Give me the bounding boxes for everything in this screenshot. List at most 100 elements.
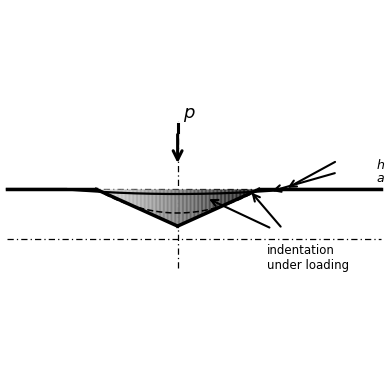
Polygon shape: [133, 189, 134, 206]
Polygon shape: [109, 189, 110, 196]
Polygon shape: [172, 189, 173, 224]
Polygon shape: [205, 189, 206, 214]
Polygon shape: [253, 189, 255, 192]
Polygon shape: [214, 189, 216, 210]
Polygon shape: [153, 189, 154, 216]
Polygon shape: [222, 189, 223, 206]
Polygon shape: [252, 189, 253, 192]
Polygon shape: [240, 189, 241, 198]
Polygon shape: [197, 189, 198, 218]
Polygon shape: [248, 189, 249, 194]
Polygon shape: [137, 189, 139, 208]
Polygon shape: [123, 189, 125, 202]
Polygon shape: [189, 189, 190, 221]
Polygon shape: [209, 189, 210, 212]
Polygon shape: [113, 189, 114, 197]
Polygon shape: [190, 189, 191, 221]
Polygon shape: [242, 189, 244, 197]
Polygon shape: [175, 189, 176, 225]
Polygon shape: [206, 189, 208, 213]
Polygon shape: [225, 189, 226, 205]
Polygon shape: [128, 189, 129, 204]
Polygon shape: [148, 189, 149, 213]
Polygon shape: [154, 189, 156, 217]
Polygon shape: [176, 189, 178, 226]
Polygon shape: [211, 189, 213, 211]
Polygon shape: [256, 189, 258, 191]
Polygon shape: [251, 189, 252, 193]
Polygon shape: [228, 189, 229, 203]
Polygon shape: [221, 189, 222, 206]
Polygon shape: [234, 189, 236, 201]
Polygon shape: [151, 189, 152, 215]
Polygon shape: [167, 189, 168, 222]
Polygon shape: [144, 189, 145, 211]
Polygon shape: [161, 189, 163, 219]
Polygon shape: [140, 189, 141, 210]
Polygon shape: [99, 189, 100, 191]
Polygon shape: [171, 189, 172, 223]
Polygon shape: [236, 189, 237, 200]
Polygon shape: [249, 189, 251, 194]
Polygon shape: [130, 189, 132, 205]
Polygon shape: [100, 189, 102, 192]
Polygon shape: [149, 189, 151, 214]
Polygon shape: [132, 189, 133, 206]
Polygon shape: [239, 189, 240, 199]
Polygon shape: [192, 189, 194, 219]
Polygon shape: [258, 189, 259, 190]
Polygon shape: [180, 189, 182, 225]
Polygon shape: [126, 189, 128, 203]
Polygon shape: [156, 189, 157, 217]
Polygon shape: [118, 189, 120, 200]
Polygon shape: [103, 189, 104, 193]
Polygon shape: [110, 189, 111, 196]
Text: a: a: [377, 172, 385, 185]
Polygon shape: [159, 189, 160, 218]
Polygon shape: [198, 189, 199, 217]
Polygon shape: [230, 189, 232, 202]
Polygon shape: [213, 189, 214, 210]
Polygon shape: [187, 189, 189, 222]
Polygon shape: [184, 189, 186, 223]
Polygon shape: [107, 189, 109, 195]
Polygon shape: [186, 189, 187, 222]
Polygon shape: [203, 189, 205, 215]
Polygon shape: [178, 189, 179, 226]
Polygon shape: [217, 189, 218, 208]
Polygon shape: [142, 189, 144, 211]
Polygon shape: [98, 189, 99, 191]
Polygon shape: [136, 189, 137, 208]
Polygon shape: [111, 189, 113, 197]
Polygon shape: [247, 189, 248, 195]
Polygon shape: [160, 189, 161, 219]
Polygon shape: [106, 189, 107, 194]
Polygon shape: [199, 189, 201, 217]
Polygon shape: [120, 189, 121, 201]
Polygon shape: [232, 189, 233, 202]
Polygon shape: [96, 189, 98, 190]
Polygon shape: [255, 189, 256, 191]
Polygon shape: [129, 189, 130, 205]
Polygon shape: [157, 189, 159, 218]
Polygon shape: [117, 189, 118, 199]
Polygon shape: [191, 189, 192, 220]
Polygon shape: [173, 189, 175, 225]
Polygon shape: [182, 189, 183, 224]
Polygon shape: [218, 189, 220, 208]
Polygon shape: [229, 189, 230, 203]
Polygon shape: [244, 189, 245, 196]
Polygon shape: [139, 189, 140, 209]
Polygon shape: [141, 189, 142, 210]
Polygon shape: [147, 189, 148, 213]
Polygon shape: [163, 189, 164, 220]
Polygon shape: [233, 189, 234, 201]
Text: $p$: $p$: [183, 106, 196, 124]
Polygon shape: [122, 189, 123, 202]
Polygon shape: [202, 189, 203, 215]
Polygon shape: [195, 189, 197, 218]
Polygon shape: [145, 189, 147, 212]
Polygon shape: [223, 189, 225, 205]
Polygon shape: [168, 189, 170, 222]
Text: indentation
under loading: indentation under loading: [267, 244, 349, 272]
